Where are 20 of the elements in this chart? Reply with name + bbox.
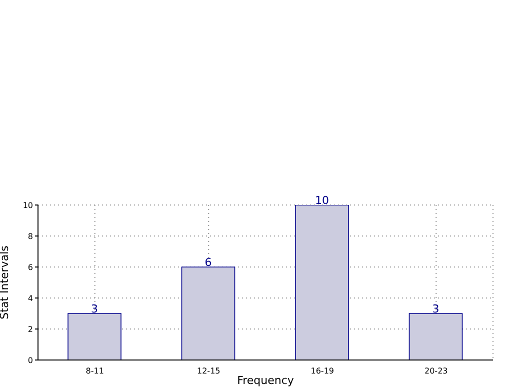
y-tick-label: 10 — [22, 200, 33, 210]
data-label: 3 — [91, 302, 98, 316]
y-tick-label: 8 — [28, 232, 33, 241]
y-axis-title: Stat Intervals — [0, 245, 11, 320]
y-tick-label: 4 — [28, 294, 33, 303]
bar — [68, 313, 122, 360]
bar — [295, 205, 349, 360]
data-label: 10 — [315, 194, 329, 207]
y-tick-label: 2 — [28, 324, 33, 334]
data-label: 6 — [204, 256, 212, 269]
x-tick-label: 12-15 — [197, 366, 220, 376]
y-tick-label: 0 — [28, 356, 33, 365]
x-tick-label: 16-19 — [310, 366, 334, 376]
x-axis-title: Frequency — [237, 374, 294, 387]
y-tick-label: 6 — [28, 262, 33, 272]
data-label: 3 — [432, 302, 440, 316]
x-tick-label: 8-11 — [86, 366, 104, 376]
bar — [181, 266, 236, 360]
x-tick-label: 20-23 — [424, 366, 448, 376]
bar — [408, 313, 463, 360]
